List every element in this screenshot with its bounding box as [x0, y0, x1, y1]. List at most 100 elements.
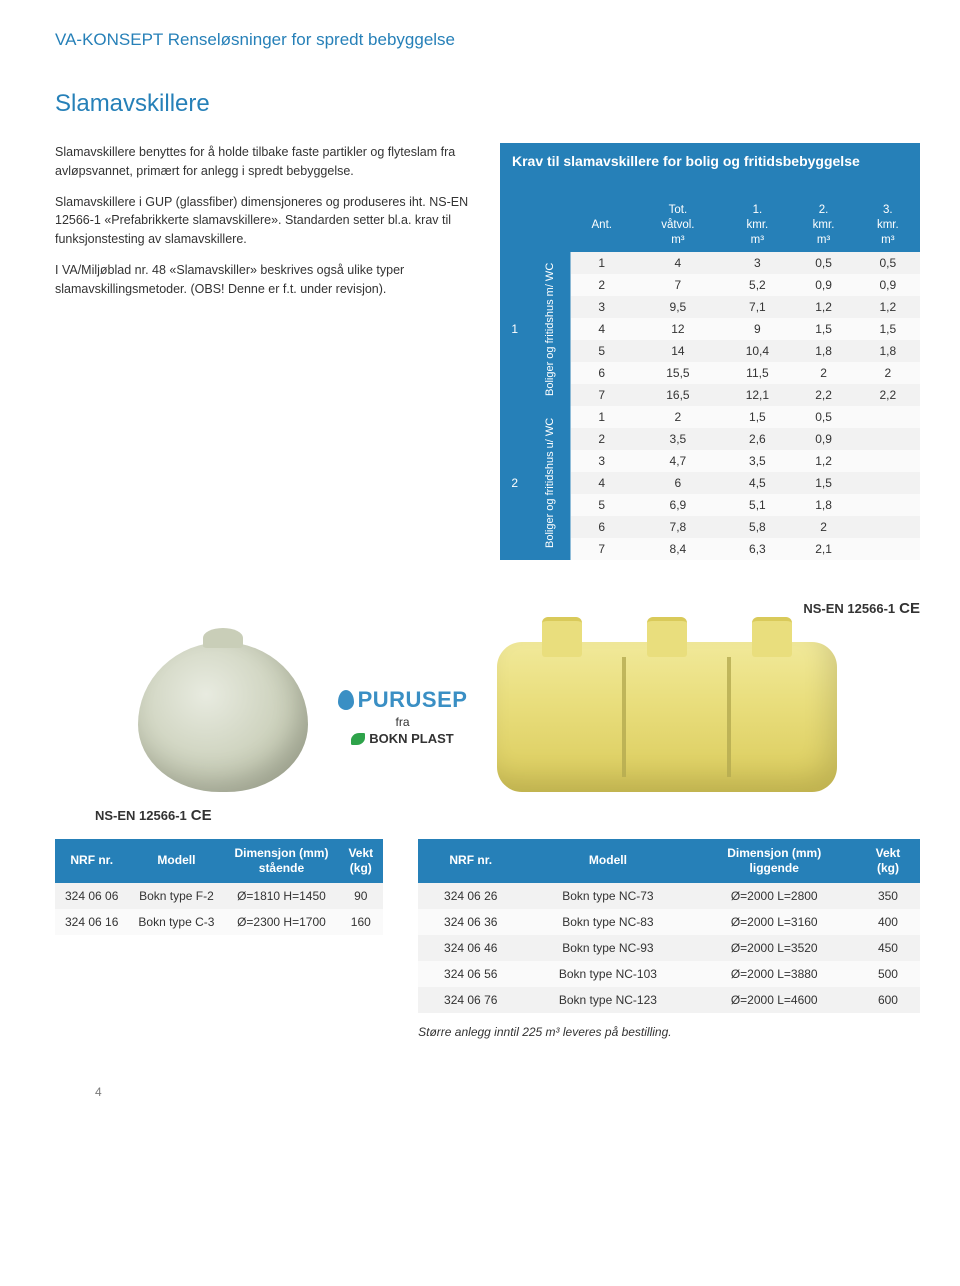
table-row: 2Boliger og fritidshus u/ WC121,50,5	[500, 406, 920, 428]
table-cell: Ø=2000 L=2800	[693, 883, 856, 909]
table-cell: Ø=2000 L=3880	[693, 961, 856, 987]
table-cell: 5,1	[723, 494, 791, 516]
table-row: 1Boliger og fritidshus m/ WC1430,50,5	[500, 252, 920, 274]
table-cell	[856, 538, 920, 560]
table-cell: 1,5	[856, 318, 920, 340]
table-cell: 1,8	[856, 340, 920, 362]
table-cell: 1,5	[791, 472, 855, 494]
table-cell: 0,5	[856, 252, 920, 274]
table-cell: 6	[571, 516, 632, 538]
table-cell: 1	[571, 252, 632, 274]
tank-standing-image	[138, 642, 308, 792]
table-cell: 324 06 46	[418, 935, 523, 961]
table-cell: 4	[571, 472, 632, 494]
table-cell: 6	[571, 362, 632, 384]
page-header: VA-KONSEPT Renseløsninger for spredt beb…	[55, 30, 920, 50]
table-cell: 5,8	[723, 516, 791, 538]
certification-label: NS-EN 12566-1 CE	[803, 600, 920, 617]
leaf-icon	[351, 733, 365, 745]
table-cell	[856, 494, 920, 516]
table-cell: 2,2	[791, 384, 855, 406]
table-cell	[856, 428, 920, 450]
table-cell: 5	[571, 340, 632, 362]
page-number: 4	[95, 1085, 102, 1099]
footnote: Større anlegg inntil 225 m³ leveres på b…	[418, 1025, 920, 1039]
table-cell: 324 06 16	[55, 909, 128, 935]
table-row: 324 06 16Bokn type C-3Ø=2300 H=1700160	[55, 909, 383, 935]
requirements-panel: Krav til slamavskillere for bolig og fri…	[500, 143, 920, 560]
tank-lying-image	[497, 642, 837, 792]
product-table-standing: NRF nr. Modell Dimensjon (mm)stående Vek…	[55, 839, 383, 935]
table-cell: 2	[791, 516, 855, 538]
product-table-lying: NRF nr. Modell Dimensjon (mm)liggende Ve…	[418, 839, 920, 1013]
table-cell: 1,2	[791, 296, 855, 318]
brand-fra-label: fra	[395, 715, 409, 729]
col-header: 1.kmr.m³	[723, 199, 791, 252]
paragraph: Slamavskillere benyttes for å holde tilb…	[55, 143, 475, 181]
table-cell: 160	[338, 909, 383, 935]
table-cell: 1,2	[791, 450, 855, 472]
table-cell: 1,5	[791, 318, 855, 340]
col-header: NRF nr.	[418, 839, 523, 883]
table-cell: 2	[632, 406, 723, 428]
table-cell: 4,7	[632, 450, 723, 472]
table-cell: 2	[791, 362, 855, 384]
paragraph: Slamavskillere i GUP (glassfiber) dimens…	[55, 193, 475, 249]
table-cell: 5	[571, 494, 632, 516]
table-cell: 1,2	[856, 296, 920, 318]
table-row: 324 06 46Bokn type NC-93Ø=2000 L=3520450	[418, 935, 920, 961]
table-cell: 6	[632, 472, 723, 494]
table-cell: 2	[571, 274, 632, 296]
table-cell: 1,8	[791, 340, 855, 362]
table-cell: 7,1	[723, 296, 791, 318]
table-row: 324 06 56Bokn type NC-103Ø=2000 L=388050…	[418, 961, 920, 987]
table-cell: Ø=2000 L=4600	[693, 987, 856, 1013]
section-title: Slamavskillere	[55, 90, 920, 118]
table-cell: 3	[723, 252, 791, 274]
table-cell: 5,2	[723, 274, 791, 296]
table-cell: 450	[856, 935, 920, 961]
col-header: Dimensjon (mm)stående	[224, 839, 338, 883]
intro-text-block: Slamavskillere benyttes for å holde tilb…	[55, 143, 475, 560]
table-cell: 6,9	[632, 494, 723, 516]
table-cell: 2	[571, 428, 632, 450]
table-cell: Bokn type NC-93	[523, 935, 692, 961]
product-images-row: PURUSEP fra BOKN PLAST	[55, 642, 920, 792]
table-cell: 9	[723, 318, 791, 340]
table-cell: 324 06 36	[418, 909, 523, 935]
certification-label: NS-EN 12566-1 CE	[95, 807, 920, 824]
table-cell: 7,8	[632, 516, 723, 538]
table-cell: Bokn type C-3	[128, 909, 224, 935]
table-cell: Bokn type NC-123	[523, 987, 692, 1013]
requirements-table: Ant. Tot.våtvol.m³ 1.kmr.m³ 2.kmr.m³ 3.k…	[500, 199, 920, 560]
col-header: Modell	[523, 839, 692, 883]
table-row: 324 06 76Bokn type NC-123Ø=2000 L=460060…	[418, 987, 920, 1013]
table-cell: 3	[571, 450, 632, 472]
table-cell: 324 06 26	[418, 883, 523, 909]
table-cell: 324 06 76	[418, 987, 523, 1013]
table-cell: 14	[632, 340, 723, 362]
col-header: Vekt(kg)	[856, 839, 920, 883]
table-cell: 10,4	[723, 340, 791, 362]
table-cell: 400	[856, 909, 920, 935]
table-cell: 0,9	[791, 274, 855, 296]
table-cell: 7	[571, 538, 632, 560]
table-cell: 12	[632, 318, 723, 340]
table-cell: 90	[338, 883, 383, 909]
paragraph: I VA/Miljøblad nr. 48 «Slamavskiller» be…	[55, 261, 475, 299]
table-cell: 324 06 06	[55, 883, 128, 909]
table-cell: 4	[571, 318, 632, 340]
table-cell: 0,5	[791, 252, 855, 274]
table-cell: 324 06 56	[418, 961, 523, 987]
group-number: 1	[500, 252, 529, 406]
col-header: Vekt(kg)	[338, 839, 383, 883]
table-cell: Ø=2300 H=1700	[224, 909, 338, 935]
col-header: 3.kmr.m³	[856, 199, 920, 252]
table-cell: 4	[632, 252, 723, 274]
table-cell: 11,5	[723, 362, 791, 384]
table-cell: 1	[571, 406, 632, 428]
table-cell: Bokn type NC-83	[523, 909, 692, 935]
table-cell: 0,5	[791, 406, 855, 428]
col-header: 2.kmr.m³	[791, 199, 855, 252]
ce-mark-icon: CE	[191, 807, 212, 824]
